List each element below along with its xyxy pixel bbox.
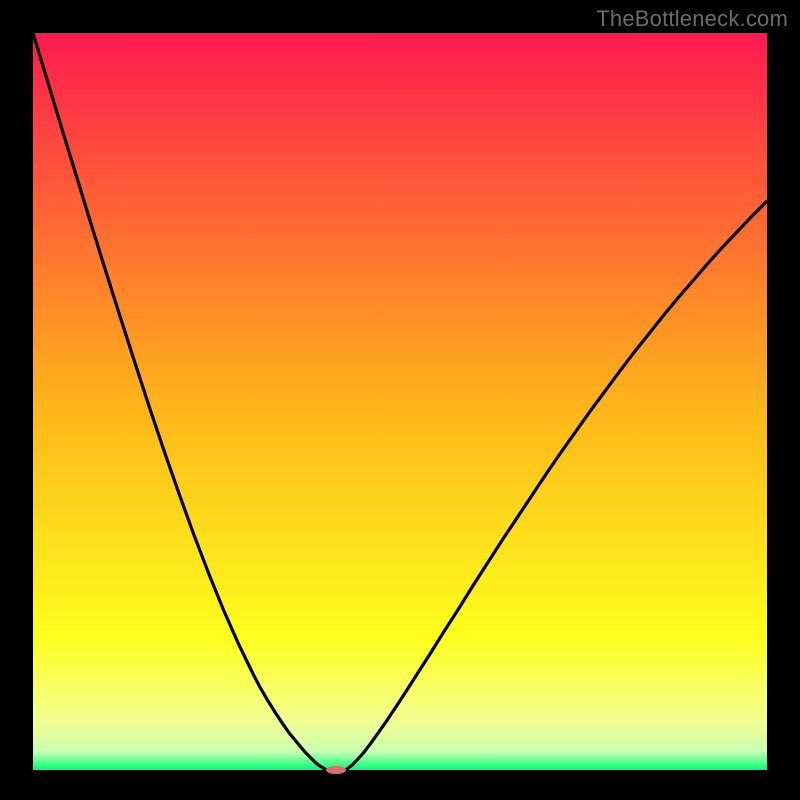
optimal-marker (326, 766, 347, 775)
watermark-text: TheBottleneck.com (596, 6, 788, 32)
bottleneck-curve (33, 33, 767, 770)
curve-right (346, 201, 767, 770)
curve-left (33, 33, 327, 770)
chart-plot-area (33, 33, 767, 770)
